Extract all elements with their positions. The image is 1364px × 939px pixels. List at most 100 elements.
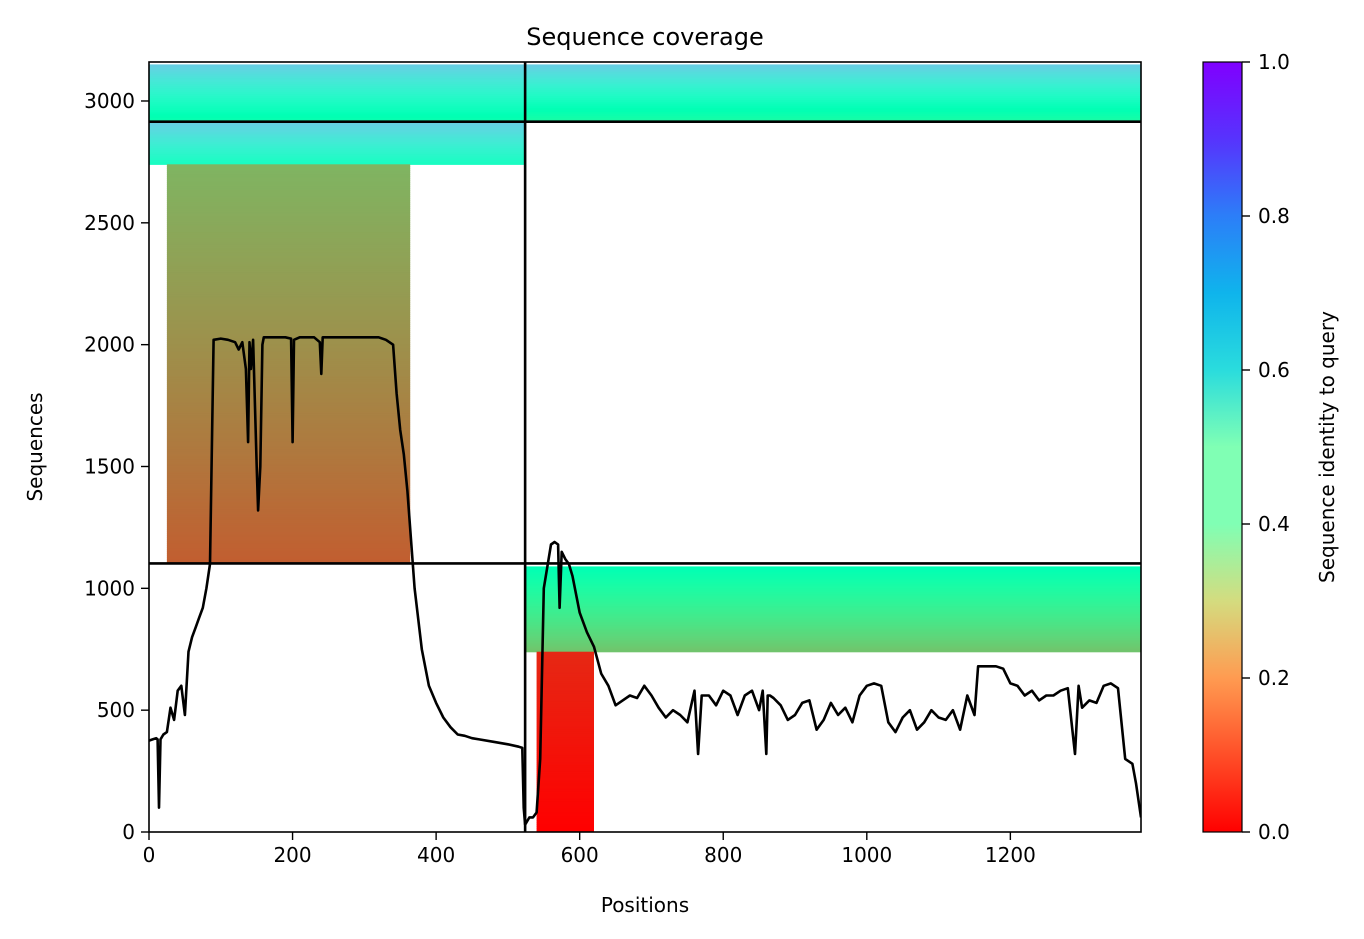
coverage-strip (149, 74, 526, 77)
coverage-strip (525, 645, 1141, 649)
coverage-strip (525, 78, 1141, 81)
coverage-strip (166, 349, 411, 353)
coverage-strip (536, 725, 594, 729)
coverage-strip (166, 399, 411, 403)
coverage-strip (149, 113, 526, 117)
coverage-strip (536, 687, 594, 691)
coverage-strip (166, 535, 411, 539)
coverage-strip (166, 523, 411, 527)
coverage-strip (525, 96, 1141, 99)
coverage-strip (525, 618, 1141, 621)
coverage-strip (166, 238, 411, 241)
coverage-strip (166, 290, 411, 293)
coverage-strip (536, 812, 594, 815)
coverage-strip (536, 787, 594, 791)
coverage-strip (166, 499, 411, 503)
coverage-strip (525, 111, 1141, 115)
coverage-strip (166, 180, 411, 183)
plot-frame (148, 61, 1142, 833)
coverage-strip (166, 260, 411, 263)
coverage-strip (149, 137, 526, 141)
coverage-strip (166, 196, 411, 199)
coverage-strip (166, 387, 411, 391)
coverage-strip (166, 549, 411, 553)
coverage-strip (166, 230, 411, 233)
coverage-strip (536, 703, 594, 707)
coverage-strip (149, 146, 526, 149)
coverage-block (166, 164, 411, 565)
coverage-strip (149, 152, 526, 155)
coverage-strip (149, 133, 526, 137)
coverage-strip (166, 250, 411, 253)
coverage-strip (166, 186, 411, 189)
coverage-strip (149, 140, 526, 143)
coverage-strip (525, 109, 1141, 113)
coverage-strip (149, 92, 526, 95)
y-axis-label: Sequences (23, 392, 47, 501)
coverage-strip (166, 425, 411, 429)
coverage-strip (536, 771, 594, 775)
y-tick-label: 2500 (84, 211, 135, 235)
coverage-line (149, 336, 1141, 826)
coverage-strip (525, 600, 1141, 603)
coverage-strip (166, 483, 411, 487)
coverage-strip (536, 683, 594, 687)
coverage-strip (166, 461, 411, 465)
coverage-strip (166, 240, 411, 243)
coverage-strip (149, 88, 526, 91)
coverage-strip (149, 96, 526, 99)
coverage-strip (166, 210, 411, 213)
coverage-strip (166, 200, 411, 203)
coverage-strip (166, 288, 411, 291)
coverage-strip (536, 677, 594, 681)
coverage-strip (149, 70, 526, 73)
coverage-strip (536, 757, 594, 761)
coverage-strip (536, 721, 594, 725)
coverage-strip (536, 801, 594, 805)
y-tick-label: 2000 (84, 333, 135, 357)
coverage-strip (166, 330, 411, 333)
coverage-strip (149, 144, 526, 147)
coverage-strip (525, 584, 1141, 587)
coverage-strip (536, 735, 594, 739)
coverage-strip (536, 826, 594, 829)
coverage-strip (166, 389, 411, 393)
coverage-strip (166, 415, 411, 419)
coverage-strip (166, 497, 411, 501)
coverage-strip (536, 729, 594, 733)
coverage-strip (536, 761, 594, 765)
coverage-block (149, 121, 526, 165)
coverage-strip (525, 586, 1141, 589)
coverage-strip (166, 427, 411, 431)
chart-title: Sequence coverage (526, 23, 763, 51)
coverage-strip (166, 553, 411, 557)
coverage-strip (166, 194, 411, 197)
coverage-strip (525, 594, 1141, 597)
coverage-strip (166, 246, 411, 249)
coverage-strip (166, 435, 411, 439)
coverage-strip (166, 174, 411, 177)
coverage-strip (149, 107, 526, 111)
coverage-strip (525, 566, 1141, 569)
coverage-strip (536, 753, 594, 757)
coverage-strip (166, 373, 411, 377)
coverage-strip (149, 131, 526, 135)
coverage-strip (525, 117, 1141, 121)
coverage-strip (525, 92, 1141, 95)
coverage-block (536, 651, 594, 832)
coverage-strip (166, 332, 411, 335)
coverage-strip (166, 176, 411, 179)
y-tick-label: 1000 (84, 576, 135, 600)
coverage-strip (166, 322, 411, 325)
coverage-strip (166, 361, 411, 365)
x-tick-label: 600 (561, 843, 599, 867)
coverage-strip (536, 671, 594, 675)
coverage-strip (536, 816, 594, 819)
coverage-strip (166, 306, 411, 309)
coverage-strip (525, 649, 1141, 653)
coverage-strip (536, 739, 594, 743)
coverage-strip (525, 580, 1141, 583)
coverage-strip (166, 453, 411, 457)
coverage-strip (166, 401, 411, 405)
coverage-strip (536, 822, 594, 825)
